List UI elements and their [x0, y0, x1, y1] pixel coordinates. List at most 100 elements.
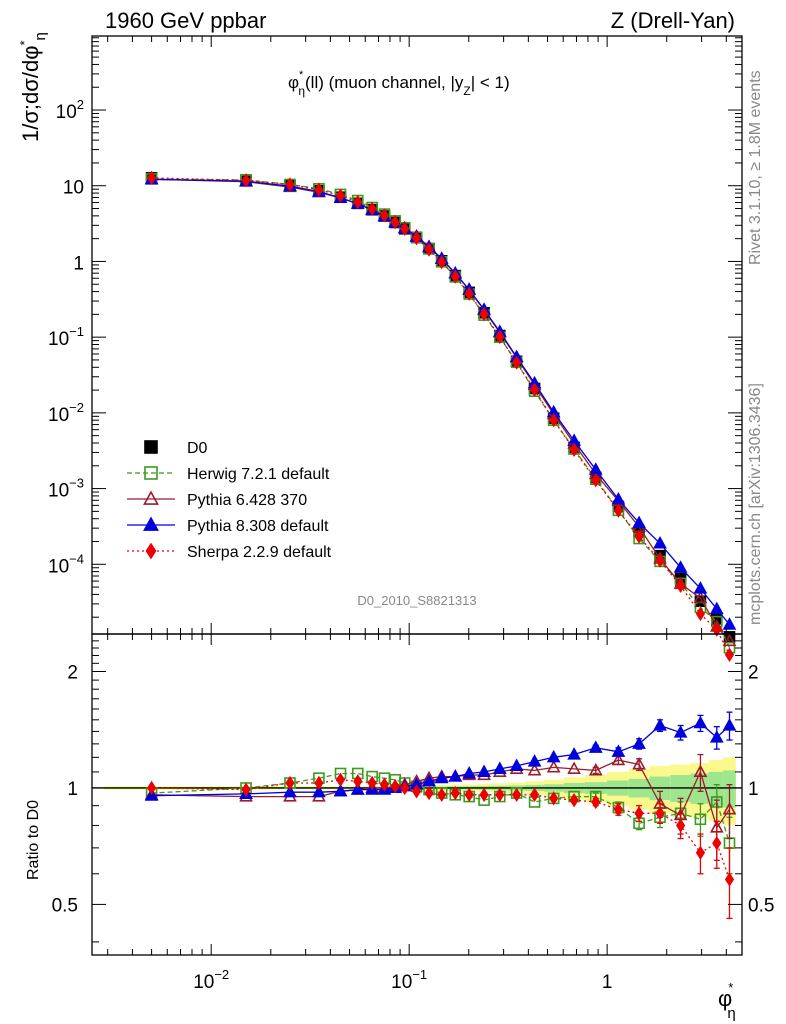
ratio-data-point — [450, 785, 460, 801]
ratio-data-point — [632, 736, 646, 749]
main-data-point — [450, 269, 460, 284]
ratio-data-point — [546, 749, 561, 763]
ratio-data-point — [379, 777, 390, 792]
ratio-data-point — [611, 752, 626, 766]
ratio-data-point — [709, 730, 724, 743]
header-left: 1960 GeV ppbar — [105, 8, 266, 33]
ratio-data-point — [655, 806, 665, 821]
x-tick-label: 10−1 — [391, 967, 427, 993]
legend-marker — [144, 440, 158, 454]
ratio-data-point — [588, 740, 603, 753]
ratio-data-point — [527, 763, 542, 776]
axes: 10−2 10−1 1 102 10 1 10−1 10−2 10−3 10−4 2 2 1 1 0.5 0.… — [48, 35, 774, 993]
y-tick-label: 10−1 — [48, 324, 84, 350]
ratio-data-point — [653, 718, 667, 731]
ratio-y-tick-label-right: 1 — [748, 779, 759, 800]
ratio-data-point — [611, 744, 626, 757]
ratio-data-point — [693, 715, 708, 729]
ratio-data-point — [492, 761, 507, 774]
plot-title: φ* η(ll) (muon channel, |yZ| < 1) — [288, 69, 510, 98]
main-data-point — [411, 231, 422, 246]
header-right: Z (Drell-Yan) — [611, 8, 735, 33]
main-data-point — [437, 254, 447, 270]
main-data-point — [693, 581, 708, 594]
ratio-data-point — [509, 758, 524, 771]
y-tick-label: 10−3 — [48, 476, 84, 502]
ratio-data-point — [567, 761, 581, 774]
main-data-point — [724, 647, 735, 662]
main-data-point — [722, 617, 737, 630]
ratio-data-point — [422, 773, 436, 787]
main-series-line — [151, 177, 731, 656]
main-data-point — [695, 606, 706, 622]
ratio-y-tick-label: 0.5 — [52, 895, 78, 916]
y-tick-label: 1 — [73, 253, 84, 274]
ratio-panel-frame — [91, 633, 743, 956]
ratio-data-point — [546, 760, 561, 773]
ratio-data-point — [591, 794, 601, 810]
main-data-point — [379, 208, 390, 223]
ratio-data-point — [495, 787, 505, 802]
main-data-point — [285, 177, 295, 192]
main-data-point — [335, 188, 346, 203]
ratio-data-point — [613, 802, 623, 817]
main-data-point — [673, 560, 688, 573]
main-data-point — [390, 214, 400, 230]
rivet-version-text: Rivet 3.1.10, ≥ 1.8M events — [747, 70, 764, 265]
main-data-point — [367, 201, 377, 216]
ratio-data-point — [424, 785, 434, 801]
ratio-data-point — [411, 784, 422, 799]
main-data-point — [712, 622, 722, 637]
ratio-data-point — [400, 780, 410, 796]
ratio-data-point — [353, 774, 363, 789]
ratio-data-point — [464, 787, 474, 802]
main-data-point — [529, 382, 540, 397]
ratio-y-label: Ratio to D0 — [25, 800, 42, 880]
main-series-line — [151, 178, 731, 648]
ratio-data-point — [694, 813, 707, 826]
ratio-data-point — [695, 845, 706, 860]
ratio-data-point — [632, 757, 646, 770]
main-data-point — [613, 503, 623, 518]
main-data-point — [147, 170, 157, 186]
main-data-point — [632, 515, 646, 529]
ratio-data-point — [569, 792, 579, 808]
legend-marker — [145, 542, 157, 560]
analysis-id: D0_2010_S8821313 — [357, 593, 476, 608]
y-axis-label: 1/σ;dσ/dφ*η — [17, 32, 49, 142]
y-tick-label: 10−2 — [48, 400, 84, 426]
ratio-data-point — [512, 787, 522, 802]
ratio-data-point — [693, 764, 708, 777]
main-data-point — [464, 286, 474, 301]
mcplots-reference-text: mcplots.cern.ch [arXiv:1306.3436] — [747, 383, 764, 625]
ratio-data-point — [285, 775, 295, 791]
main-data-point — [479, 306, 489, 322]
ratio-data-point — [367, 775, 377, 791]
ratio-data-point — [549, 791, 559, 806]
main-data-point — [353, 194, 363, 210]
ratio-data-point — [350, 782, 365, 795]
ratio-band-inner — [690, 773, 709, 804]
ratio-data-point — [567, 747, 581, 760]
main-data-point — [241, 173, 251, 188]
ratio-data-point — [241, 782, 251, 797]
main-data-point — [591, 473, 601, 488]
main-panel-series — [144, 170, 737, 662]
main-data-point — [653, 536, 667, 549]
legend-marker — [144, 466, 158, 480]
main-data-point — [549, 413, 559, 428]
main-data-point — [400, 221, 410, 236]
ratio-data-point — [147, 780, 157, 796]
main-data-point — [569, 442, 579, 457]
x-axis-label: φ* η — [718, 980, 736, 1022]
y-tick-label: 102 — [56, 97, 84, 123]
legend-marker — [143, 516, 159, 531]
x-tick-label: 1 — [602, 972, 613, 993]
ratio-y-tick-label: 1 — [67, 779, 78, 800]
ratio-data-point — [527, 754, 542, 767]
ratio-data-point — [634, 806, 644, 821]
legend-label: Pythia 6.428 370 — [187, 492, 307, 509]
main-data-point — [314, 182, 324, 197]
ratio-data-point — [335, 772, 346, 787]
